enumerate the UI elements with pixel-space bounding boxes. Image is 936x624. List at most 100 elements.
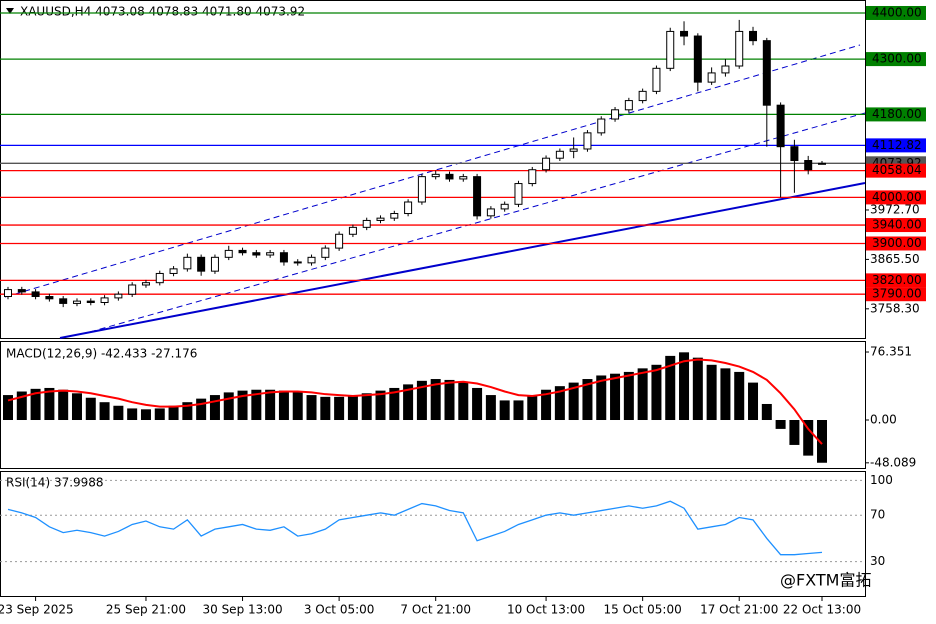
level-label-box (866, 163, 926, 178)
macd-bar (430, 379, 441, 421)
level-label-box (866, 218, 926, 233)
candle-body (224, 249, 233, 258)
candle-body (183, 256, 192, 270)
macd-bar (637, 368, 648, 421)
rsi-title: RSI(14) 37.9988 (6, 476, 104, 490)
candle-body (735, 30, 744, 67)
macd-bar (375, 390, 386, 421)
macd-bar (223, 392, 234, 421)
candle-body (252, 252, 261, 256)
candle-body (4, 289, 12, 298)
macd-title: MACD(12,26,9) -42.433 -27.176 (6, 347, 197, 361)
candle-body (666, 30, 675, 69)
macd-bar (734, 371, 745, 421)
macd-bar (71, 393, 82, 421)
level-label: 4300.00 (872, 52, 922, 66)
macd-bar (499, 400, 510, 421)
level-label: 4112.82 (872, 138, 922, 152)
candle-body (680, 30, 689, 37)
watermark: @FXTM富拓 (780, 571, 871, 590)
candle-body (197, 256, 206, 272)
candle-body (459, 176, 468, 180)
candle-body (762, 40, 771, 106)
x-tick-label: 3 Oct 05:00 (304, 603, 375, 617)
candle-body (804, 160, 813, 171)
macd-bar (596, 375, 607, 421)
macd-bar (140, 409, 151, 421)
level-label: 4058.04 (872, 163, 922, 177)
macd-bar (458, 381, 469, 421)
macd-bar (444, 379, 455, 421)
candle-body (141, 282, 150, 286)
rsi-panel (0, 471, 866, 597)
macd-bar (761, 403, 772, 421)
candle-body (818, 162, 826, 165)
y-tick-label: 3972.70 (870, 202, 920, 216)
macd-bar (168, 405, 179, 421)
macd-bar (485, 395, 496, 421)
level-label-box (866, 236, 926, 251)
level-label: 4180.00 (872, 107, 922, 121)
candle-body (431, 173, 440, 178)
candle-body (45, 296, 54, 300)
candle-body (583, 132, 592, 150)
macd-bar (209, 395, 220, 421)
y-tick-label: 30 (870, 554, 885, 568)
candle-body (569, 148, 578, 152)
candle-body (238, 249, 247, 254)
y-tick-label: 76.351 (870, 345, 912, 359)
symbol-arrow (6, 8, 14, 14)
macd-bar (720, 368, 731, 421)
macd-bar (85, 397, 96, 421)
candle-body (749, 30, 758, 42)
macd-bar (292, 392, 303, 421)
macd-bar (706, 364, 717, 421)
level-label-box (866, 287, 926, 302)
y-tick-label: -48.089 (870, 455, 916, 469)
macd-bar (527, 395, 538, 421)
candle-body (721, 65, 730, 74)
candle-body (500, 203, 509, 210)
candle-body (790, 146, 799, 162)
macd-bar (817, 420, 827, 463)
macd-bar (748, 382, 759, 421)
y-tick-label: 0.00 (870, 413, 897, 427)
candle-body (59, 298, 68, 304)
macd-bar (237, 390, 248, 421)
macd-bar (775, 420, 786, 429)
level-label: 3900.00 (872, 236, 922, 250)
level-label-box (866, 52, 926, 67)
macd-bar (278, 390, 289, 421)
macd-bar (154, 408, 165, 421)
macd-bar (513, 400, 524, 421)
macd-bar (692, 357, 703, 421)
candle-body (266, 252, 275, 256)
candle-body (473, 176, 482, 217)
macd-bar (306, 395, 317, 421)
x-tick-label: 22 Oct 13:00 (783, 603, 861, 617)
macd-bar (361, 393, 372, 421)
x-tick-label: 15 Oct 05:00 (604, 603, 682, 617)
candle-body (652, 67, 661, 92)
macd-bar (554, 386, 565, 421)
candle-body (72, 300, 81, 304)
candle-body (321, 247, 330, 258)
candle-body (611, 109, 620, 120)
macd-bar (803, 420, 814, 456)
candle-body (86, 300, 95, 304)
candle-body (417, 176, 426, 203)
macd-bar (16, 391, 27, 421)
candle-body (348, 226, 357, 235)
macd-bar (196, 398, 207, 421)
macd-bar (541, 389, 552, 421)
candle-body (693, 35, 702, 83)
channel-lower (89, 112, 866, 333)
candle-body (597, 118, 606, 134)
macd-bar (127, 408, 138, 421)
main-panel (0, 0, 866, 339)
macd-bar (182, 402, 193, 421)
candle-body (776, 104, 785, 148)
candle-body (169, 268, 178, 274)
macd-bar (416, 380, 427, 421)
macd-bar (582, 379, 593, 421)
